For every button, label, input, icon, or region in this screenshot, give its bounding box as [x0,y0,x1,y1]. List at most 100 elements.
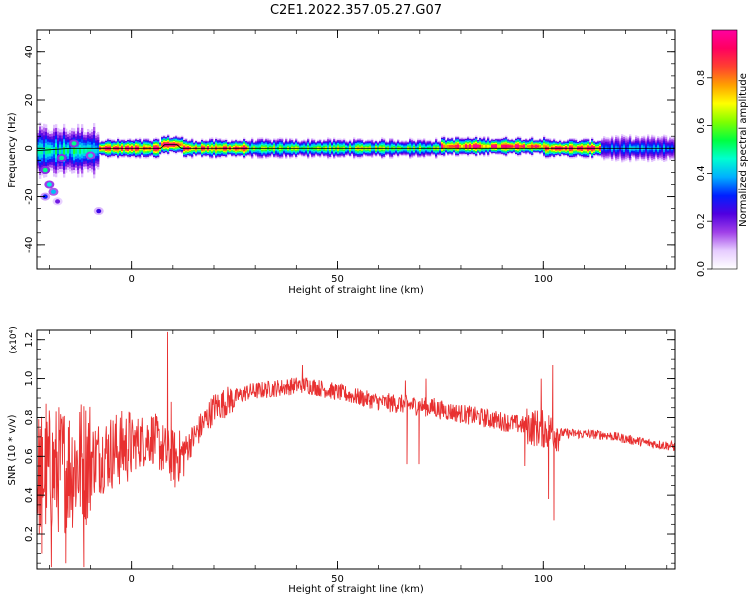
y-tick-label: 1.2 [24,332,35,348]
spectrogram-frame [36,29,676,270]
spectrogram-cell [523,145,526,148]
spectrogram-cell [491,145,494,148]
colorbar-frame [711,29,738,270]
colorbar-label: Normalized spectral amplitude [738,73,749,227]
spectrogram-cell [71,147,74,154]
snr-plot-area [37,331,675,568]
spectrogram-ridge-line [37,144,675,152]
spectrogram-cell [517,144,520,148]
spectrogram-cell [45,146,48,155]
x-tick-label: 50 [331,574,344,585]
y-tick-label: 1.0 [24,371,35,387]
spectrogram-cell [489,145,492,148]
colorbar-tick-label: 0.4 [696,165,707,181]
colorbar-tick-label: 0.0 [696,261,707,277]
x-tick-label: 50 [331,274,344,285]
spectrogram-cell [443,144,446,148]
y-tick-label: 0.8 [24,409,35,425]
spectrogram-cell [479,144,482,148]
spectrogram-cell [485,145,488,148]
spectrogram-cell [87,147,90,154]
spectrogram-blob [50,189,56,194]
spectrogram-blob [42,194,48,199]
y-tick-label: -20 [24,188,35,204]
spectrogram-panel: 0 50 100 -40 -20 0 20 40 Height of straight lin… [7,29,676,296]
spectrogram-cell [501,145,504,148]
spectrogram-cell [505,144,508,148]
spectrogram-cell [537,145,540,148]
spectrogram-cell [499,145,502,148]
spectrogram-cell [181,143,184,146]
spectrogram-cell [451,145,454,148]
spectrogram-cell [81,146,84,155]
spectrogram-cell [63,146,66,155]
colorbar-gradient [712,30,737,269]
spectrogram-cell [463,145,466,148]
spectrogram-cell [177,143,180,146]
spectrogram-cell [533,145,536,148]
spectrogram-cell [447,145,450,148]
spectrogram-cell [49,147,52,154]
spectrogram-cell [467,144,470,148]
spectrogram-cell [65,147,68,154]
snr-frame [36,329,676,570]
snr-ticks: 0 50 100 0.2 0.4 0.6 0.8 1.0 1.2 [24,329,675,585]
spectrogram-cell [519,144,522,148]
y-tick-label: -40 [24,237,35,253]
spectrogram-cell [465,145,468,148]
spectrogram-cell [179,143,182,146]
spectrogram-blob [96,208,102,214]
spectrogram-cell [95,148,98,154]
spectrogram-cell [449,145,452,148]
spectrogram-cell [457,144,460,148]
spectrogram-blob [71,141,77,146]
spectrogram-cell [461,145,464,148]
spectrogram-cell [529,145,532,148]
spectrogram-blob [55,199,61,204]
spectrogram-cell [43,146,46,155]
snr-ylabel: SNR (10 * v/v) [7,414,18,485]
colorbar: 0.0 0.2 0.4 0.6 0.8 Normalized spectral ampl… [696,29,749,277]
spectrogram-cell [91,147,94,154]
spectrogram-cell [539,145,542,148]
spectrogram-cell [503,144,506,148]
spectrogram-cell [453,145,456,148]
spectrogram-cell [55,146,58,155]
spectrogram-cell [495,145,498,148]
spectrogram-cell [527,145,530,148]
spectrogram-cell [469,145,472,148]
spectrogram-xlabel: Height of straight line (km) [288,285,424,296]
spectrogram-cell [75,147,78,154]
snr-series-line [37,331,675,568]
spectrogram-cell [483,144,486,148]
spectrogram-cell [531,144,534,148]
spectrogram-cell [61,147,64,154]
spectrogram-cell [93,146,96,155]
spectrogram-blob [59,155,65,161]
spectrogram-cell [477,145,480,148]
spectrogram-cell [515,145,518,148]
spectrogram-cell [79,147,82,154]
spectrogram-cell [51,147,54,154]
spectrogram-cell [535,145,538,148]
spectrogram-blob [88,153,94,158]
spectrogram-cell [73,147,76,154]
spectrogram-cell [57,147,60,154]
y-tick-label: 20 [24,94,35,107]
snr-xlabel: Height of straight line (km) [288,584,424,595]
spectrogram-cell [67,147,70,154]
spectrogram-cell [497,145,500,148]
spectrogram-marks [37,122,675,216]
spectrogram-cell [89,147,92,154]
colorbar-tick-label: 0.8 [696,70,707,86]
spectrogram-cell [97,148,100,154]
x-tick-label: 100 [534,574,553,585]
spectrogram-cell [525,145,528,148]
spectrogram-cell [445,145,448,148]
spectrogram-blob [42,167,48,173]
spectrogram-cell [521,145,524,148]
colorbar-tick-label: 0.6 [696,118,707,134]
chart-title: C2E1.2022.357.05.27.G07 [270,3,442,18]
spectrogram-cell [47,147,50,154]
